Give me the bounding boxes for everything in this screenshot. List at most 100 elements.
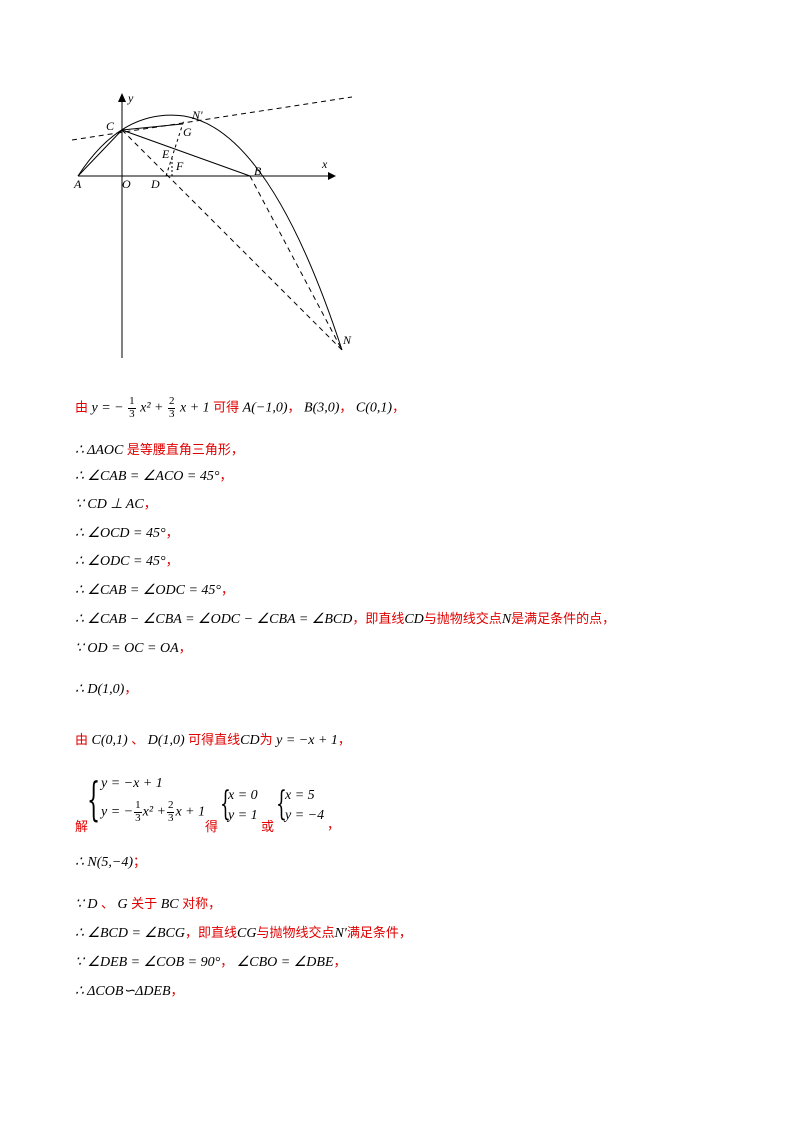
cn: 关于 xyxy=(131,897,158,912)
math: ∵ ∠DEB = ∠COB = 90° xyxy=(75,955,221,970)
y-axis-arrow xyxy=(118,93,126,102)
line-10: ∴ D(1,0)， xyxy=(75,683,137,697)
cn: 由 xyxy=(75,733,89,748)
cn: ，即直线 xyxy=(352,612,405,627)
cn: 、 xyxy=(101,897,115,912)
line-15: ∴ ∠BCD = ∠BCG，即直线CG与抛物线交点N′满足条件， xyxy=(75,927,412,941)
eq-tail: x + 1 xyxy=(179,400,210,416)
line-3: ∴ ∠CAB = ∠ACO = 45°， xyxy=(75,470,232,484)
math: y = −4 xyxy=(285,808,325,823)
math: CD xyxy=(240,733,260,748)
math: ∵ D xyxy=(75,897,98,912)
segment-cb xyxy=(121,129,251,177)
sep: ， xyxy=(392,400,406,416)
label-y: y xyxy=(127,91,134,105)
label-o: O xyxy=(122,177,131,191)
line-16: ∵ ∠DEB = ∠COB = 90°， ∠CBO = ∠DBE， xyxy=(75,956,347,970)
math: ∴ ∠CAB − ∠CBA = ∠ODC − ∠CBA = ∠BCD xyxy=(75,612,353,627)
math: ∴ ΔAOC xyxy=(75,443,124,458)
math: y = − xyxy=(101,804,134,820)
line-11: 由 C(0,1) 、 D(1,0) 可得直线CD为 y = −x + 1， xyxy=(75,734,351,748)
equation-system-block: 解 { y = −x + 1 y = −1 3 x² +2 3 x + 1 得 { x … xyxy=(75,770,375,840)
line-8: ∴ ∠CAB − ∠CBA = ∠ODC − ∠CBA = ∠BCD，即直线CD… xyxy=(75,613,615,627)
math: CD xyxy=(404,612,424,627)
math: N xyxy=(501,612,512,627)
brace-3: { xyxy=(276,784,287,824)
cn: ， xyxy=(221,583,235,598)
cn: 、 xyxy=(131,733,145,748)
label-c: C xyxy=(106,119,115,133)
line-bn xyxy=(249,175,343,351)
line-14: ∵ D 、 G 关于 BC 对称， xyxy=(75,898,221,912)
brace-1: { xyxy=(87,772,101,826)
math: ∠CBO = ∠DBE xyxy=(236,955,334,970)
math: x = 0 xyxy=(228,788,258,803)
label-n-prime: N' xyxy=(191,108,203,122)
label-d: D xyxy=(150,177,160,191)
label-n: N xyxy=(342,333,352,347)
label-e: E xyxy=(161,147,170,161)
label-x: x xyxy=(321,157,328,171)
parabola xyxy=(77,114,343,351)
math: ∴ ∠ODC = 45° xyxy=(75,554,166,569)
math: ∴ ΔCOB∽ΔDEB xyxy=(75,984,171,999)
math: CG xyxy=(236,926,257,941)
cn: ， xyxy=(143,497,157,512)
cn: ， xyxy=(333,955,347,970)
math: x² + xyxy=(142,804,166,820)
sep: ， xyxy=(287,400,301,416)
eq-mid: x² + xyxy=(140,400,164,416)
segment-dg xyxy=(165,119,185,177)
cn: ， xyxy=(165,554,179,569)
cn: 可得直线 xyxy=(188,733,241,748)
cn: 满足条件， xyxy=(346,926,412,941)
cn: 对称， xyxy=(182,897,222,912)
text-jie: 解 xyxy=(75,820,89,835)
line-9: ∵ OD = OC = OA， xyxy=(75,642,192,656)
x-axis-arrow xyxy=(328,172,336,180)
math: BC xyxy=(160,897,179,912)
line-5: ∴ ∠OCD = 45°， xyxy=(75,527,179,541)
math: ∴ D(1,0) xyxy=(75,682,125,697)
line-7: ∴ ∠CAB = ∠ODC = 45°， xyxy=(75,584,234,598)
math: ∴ N(5,−4) xyxy=(75,855,134,870)
math: ∵ CD ⊥ AC xyxy=(75,497,144,512)
line-4: ∵ CD ⊥ AC， xyxy=(75,498,157,512)
text-de: 得 xyxy=(205,820,219,835)
cn: ， xyxy=(170,984,184,999)
line-cn-prime xyxy=(71,96,353,141)
math: ∴ ∠BCD = ∠BCG xyxy=(75,926,185,941)
text-you: 由 xyxy=(75,400,89,416)
math: ∴ ∠CAB = ∠ODC = 45° xyxy=(75,583,222,598)
cn: ， xyxy=(219,469,233,484)
cn: ， xyxy=(165,526,179,541)
brace-2: { xyxy=(220,784,231,824)
label-g: G xyxy=(183,125,192,139)
math: D(1,0) xyxy=(147,733,185,748)
math: ∴ ∠OCD = 45° xyxy=(75,526,166,541)
text-keyi: 可得 xyxy=(213,400,240,416)
geometry-figure: y x C N' G E F A O D B N xyxy=(71,91,353,358)
math: C(0,1) xyxy=(91,733,128,748)
point-a: A(−1,0) xyxy=(242,400,288,416)
sep: ， xyxy=(339,400,353,416)
cn: ，即直线 xyxy=(184,926,237,941)
line-17: ∴ ΔCOB∽ΔDEB， xyxy=(75,985,184,999)
math: y = 1 xyxy=(228,808,258,823)
text-huo: 或 xyxy=(261,820,275,835)
point-b: B(3,0) xyxy=(304,400,340,416)
line-6: ∴ ∠ODC = 45°， xyxy=(75,555,179,569)
math: y = −x + 1 xyxy=(276,733,338,748)
cn: 是满足条件的点， xyxy=(511,612,616,627)
segment-cg xyxy=(121,123,183,131)
cn: 与抛物线交点 xyxy=(256,926,335,941)
label-b: B xyxy=(254,164,262,178)
math: x + 1 xyxy=(175,804,206,820)
eq-y: y = − xyxy=(91,400,124,416)
math: ∵ OD = OC = OA xyxy=(75,641,179,656)
